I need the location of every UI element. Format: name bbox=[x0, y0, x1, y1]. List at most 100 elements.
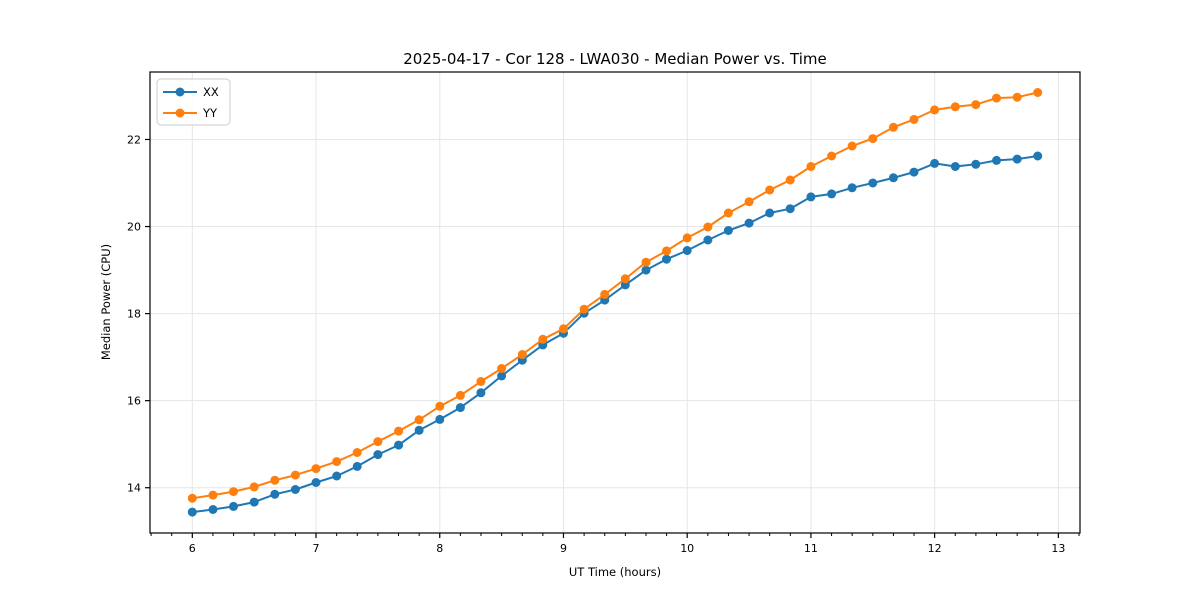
legend-label-xx: XX bbox=[203, 85, 219, 99]
data-point-yy bbox=[909, 114, 919, 124]
data-point-yy bbox=[723, 208, 733, 218]
series-line-xx bbox=[191, 155, 1039, 514]
data-point-xx bbox=[971, 159, 981, 169]
data-point-yy bbox=[744, 197, 754, 207]
data-point-yy bbox=[888, 122, 898, 132]
y-tick-label: 14 bbox=[127, 482, 141, 495]
data-point-xx bbox=[497, 371, 507, 381]
data-point-yy bbox=[229, 487, 238, 497]
data-point-yy bbox=[600, 289, 610, 299]
data-point-yy bbox=[311, 464, 321, 474]
y-axis-label: Median Power (CPU) bbox=[99, 244, 113, 360]
legend-marker-xx bbox=[175, 87, 185, 97]
data-point-yy bbox=[579, 304, 589, 314]
data-point-xx bbox=[641, 265, 651, 275]
data-point-xx bbox=[373, 450, 383, 460]
data-point-yy bbox=[497, 364, 507, 373]
data-point-xx bbox=[888, 173, 898, 183]
x-tick-label: 10 bbox=[680, 542, 694, 555]
legend-marker-yy bbox=[175, 108, 185, 118]
data-point-yy bbox=[559, 324, 568, 334]
data-point-xx bbox=[435, 414, 445, 424]
data-point-xx bbox=[703, 235, 713, 245]
data-point-xx bbox=[827, 189, 837, 199]
data-point-xx bbox=[950, 162, 960, 171]
data-point-xx bbox=[806, 192, 816, 202]
data-point-xx bbox=[682, 246, 692, 255]
data-point-xx bbox=[868, 178, 878, 188]
y-tick-label: 16 bbox=[127, 395, 141, 408]
data-point-xx bbox=[909, 167, 919, 177]
data-point-xx bbox=[744, 218, 754, 228]
x-tick-label: 12 bbox=[928, 542, 942, 555]
data-point-xx bbox=[394, 440, 404, 450]
data-point-yy bbox=[538, 334, 548, 344]
x-axis-label: UT Time (hours) bbox=[569, 565, 661, 579]
legend-label-yy: YY bbox=[202, 106, 218, 120]
data-point-yy bbox=[373, 437, 383, 447]
data-point-yy bbox=[249, 482, 259, 492]
data-point-yy bbox=[806, 162, 816, 171]
data-point-yy bbox=[950, 102, 960, 112]
tick-layer: 6 7 8 9 10 11 12 13 14 16 18 20 22 bbox=[127, 133, 1080, 555]
data-point-yy bbox=[662, 246, 671, 256]
data-point-xx bbox=[765, 208, 775, 218]
data-point-xx bbox=[414, 425, 424, 435]
data-point-xx bbox=[785, 204, 795, 214]
data-point-xx bbox=[290, 485, 300, 494]
data-point-yy bbox=[827, 151, 837, 161]
x-tick-label: 8 bbox=[436, 542, 443, 555]
data-point-xx bbox=[1012, 154, 1022, 164]
data-point-yy bbox=[332, 457, 342, 467]
data-point-xx bbox=[229, 501, 238, 511]
data-point-yy bbox=[992, 93, 1001, 103]
y-tick-label: 18 bbox=[127, 308, 141, 321]
data-point-xx bbox=[476, 388, 486, 398]
grid-layer bbox=[150, 72, 1080, 533]
data-point-yy bbox=[394, 426, 404, 436]
x-tick-label: 9 bbox=[560, 542, 567, 555]
legend: XX YY bbox=[156, 78, 231, 126]
data-point-yy bbox=[703, 222, 713, 232]
plot-border bbox=[149, 71, 1081, 534]
x-tick-label: 13 bbox=[1051, 542, 1065, 555]
data-point-yy bbox=[682, 233, 692, 243]
data-point-xx bbox=[847, 183, 857, 193]
data-point-xx bbox=[249, 497, 259, 507]
data-point-yy bbox=[847, 141, 857, 151]
data-point-yy bbox=[1033, 88, 1043, 97]
data-point-yy bbox=[290, 470, 300, 480]
data-point-yy bbox=[868, 134, 878, 144]
data-point-yy bbox=[517, 350, 527, 359]
data-point-yy bbox=[971, 100, 981, 110]
data-point-xx bbox=[332, 471, 342, 481]
data-point-yy bbox=[455, 390, 465, 400]
series-layer bbox=[187, 88, 1043, 517]
data-point-xx bbox=[930, 158, 940, 168]
data-point-yy bbox=[187, 493, 197, 503]
legend-box bbox=[156, 78, 231, 126]
data-point-xx bbox=[662, 254, 671, 264]
x-tick-label: 7 bbox=[313, 542, 320, 555]
data-point-yy bbox=[352, 448, 362, 457]
data-point-yy bbox=[270, 475, 280, 485]
data-point-xx bbox=[311, 478, 321, 487]
x-tick-label: 11 bbox=[804, 542, 818, 555]
chart-title: 2025-04-17 - Cor 128 - LWA030 - Median P… bbox=[403, 50, 827, 68]
data-point-yy bbox=[641, 257, 651, 267]
data-point-yy bbox=[435, 401, 445, 411]
data-point-xx bbox=[992, 155, 1001, 165]
data-point-xx bbox=[1033, 151, 1043, 161]
y-tick-label: 20 bbox=[127, 221, 141, 234]
data-point-yy bbox=[620, 274, 630, 284]
data-point-yy bbox=[1012, 92, 1022, 102]
y-tick-label: 22 bbox=[127, 133, 141, 146]
data-point-yy bbox=[785, 175, 795, 185]
data-point-yy bbox=[476, 377, 486, 386]
data-point-yy bbox=[208, 490, 218, 500]
data-point-yy bbox=[930, 105, 940, 115]
data-point-xx bbox=[352, 461, 362, 471]
x-tick-label: 6 bbox=[189, 542, 196, 555]
